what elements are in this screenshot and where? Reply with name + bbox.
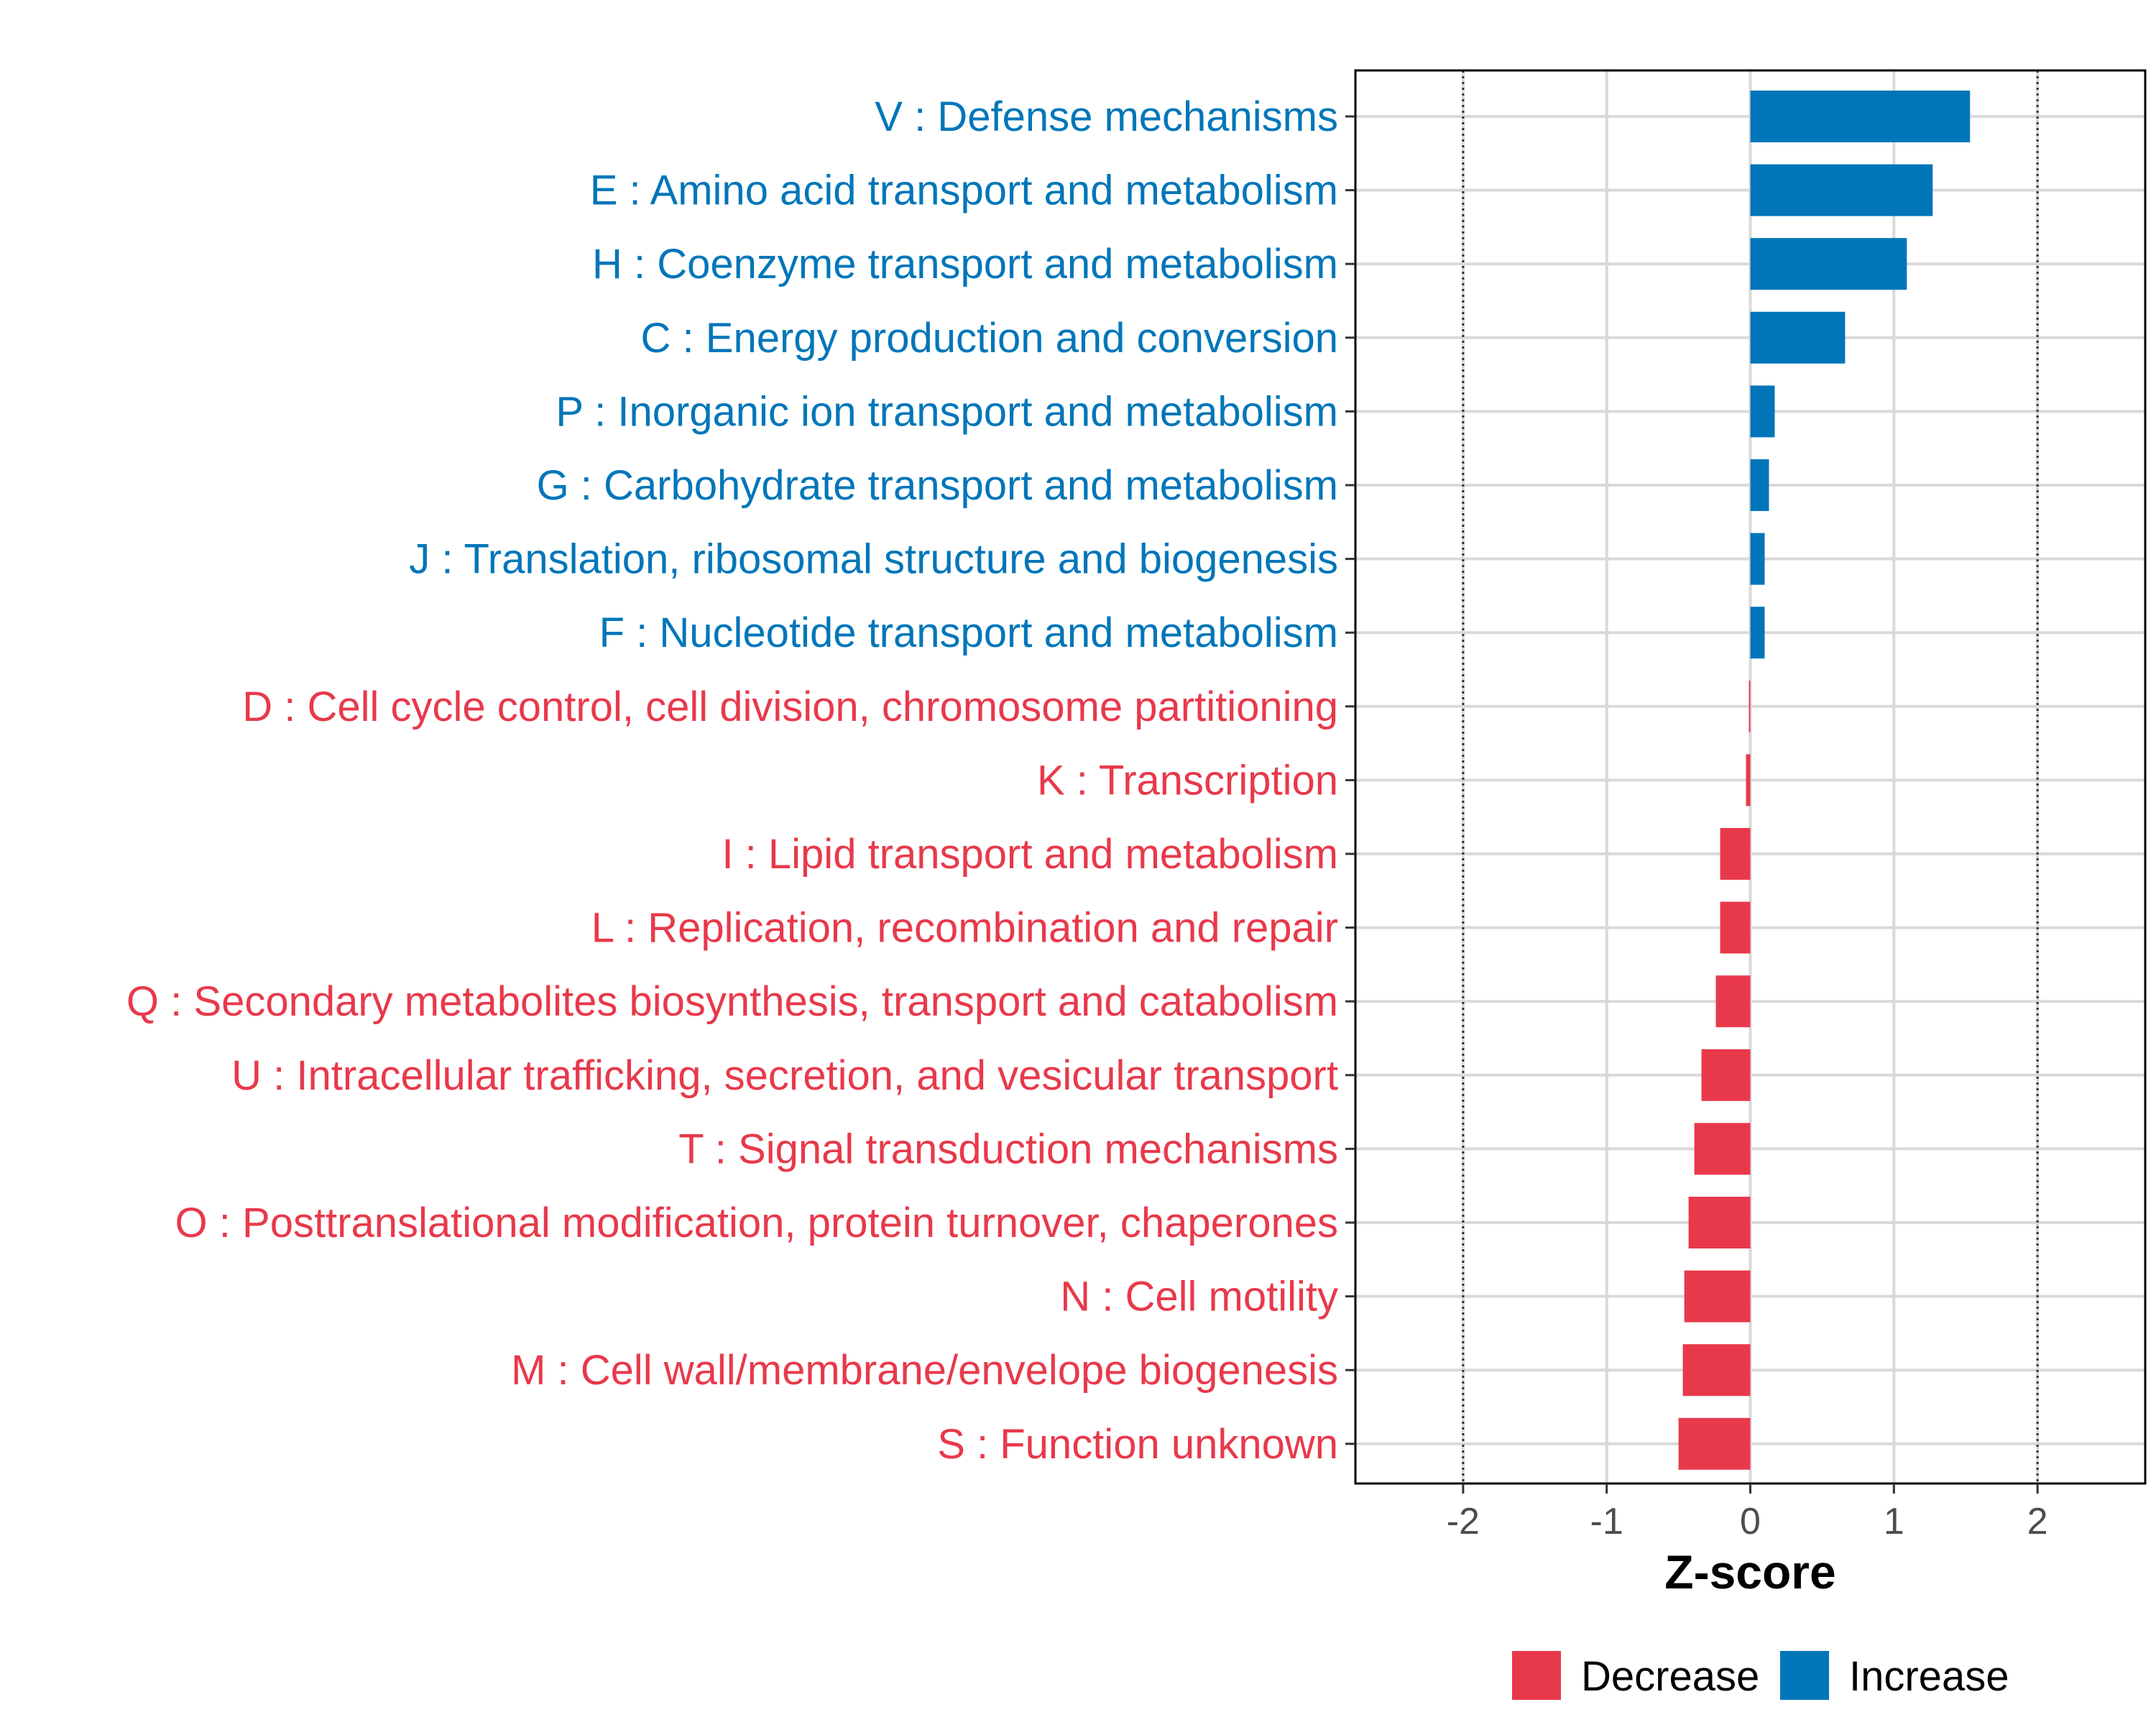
- legend-swatch: [1512, 1651, 1561, 1700]
- bar: [1688, 1197, 1751, 1248]
- category-label: P : Inorganic ion transport and metaboli…: [556, 388, 1338, 435]
- category-label: J : Translation, ribosomal structure and…: [409, 536, 1338, 583]
- category-label: K : Transcription: [1037, 757, 1338, 804]
- bar: [1750, 459, 1769, 511]
- bar: [1720, 901, 1751, 954]
- bar: [1750, 164, 1933, 216]
- bar: [1749, 680, 1751, 732]
- x-axis-title: Z-score: [1664, 1545, 1835, 1598]
- bar: [1701, 1049, 1751, 1101]
- y-axis-ticks: [1345, 115, 1355, 1445]
- category-label: F : Nucleotide transport and metabolism: [599, 610, 1338, 656]
- legend-swatch: [1780, 1651, 1829, 1700]
- category-label: I : Lipid transport and metabolism: [722, 831, 1338, 878]
- legend-label: Decrease: [1581, 1653, 1759, 1700]
- category-label: E : Amino acid transport and metabolism: [590, 167, 1338, 214]
- x-tick-label: -1: [1590, 1501, 1623, 1542]
- category-label: L : Replication, recombination and repai…: [591, 905, 1338, 952]
- bar: [1750, 238, 1907, 290]
- bar: [1715, 975, 1751, 1028]
- category-label: C : Energy production and conversion: [641, 315, 1338, 362]
- category-label: O : Posttranslational modification, prot…: [175, 1200, 1338, 1246]
- bar: [1750, 385, 1775, 438]
- bar: [1750, 533, 1765, 585]
- category-label: S : Function unknown: [937, 1421, 1338, 1468]
- category-label: H : Coenzyme transport and metabolism: [592, 241, 1338, 288]
- bar: [1720, 828, 1751, 880]
- category-label: N : Cell motility: [1060, 1274, 1338, 1320]
- category-label: V : Defense mechanisms: [875, 93, 1338, 140]
- x-tick-label: 2: [2027, 1501, 2048, 1542]
- bar: [1682, 1344, 1751, 1397]
- x-axis: -2 -1 0 1 2: [1447, 1484, 2048, 1542]
- x-tick-label: 0: [1740, 1501, 1761, 1542]
- bar: [1684, 1270, 1751, 1322]
- category-label: T : Signal transduction mechanisms: [678, 1126, 1338, 1172]
- category-label: U : Intracellular trafficking, secretion…: [231, 1052, 1338, 1099]
- bar: [1750, 311, 1846, 364]
- category-label: M : Cell wall/membrane/envelope biogenes…: [511, 1347, 1338, 1394]
- bar: [1694, 1123, 1751, 1175]
- legend-label: Increase: [1849, 1653, 2009, 1700]
- bar: [1678, 1417, 1751, 1470]
- category-labels: V : Defense mechanisms E : Amino acid tra…: [126, 93, 1338, 1468]
- category-label: D : Cell cycle control, cell division, c…: [242, 684, 1338, 730]
- bar: [1750, 607, 1765, 659]
- category-label: G : Carbohydrate transport and metabolis…: [537, 462, 1338, 509]
- bars: [1678, 91, 1971, 1470]
- legend: Decrease Increase: [1512, 1651, 2009, 1700]
- bar: [1746, 754, 1751, 806]
- category-label: Q : Secondary metabolites biosynthesis, …: [126, 978, 1338, 1025]
- x-tick-label: -2: [1447, 1501, 1480, 1542]
- bar: [1750, 91, 1971, 142]
- x-tick-label: 1: [1884, 1501, 1904, 1542]
